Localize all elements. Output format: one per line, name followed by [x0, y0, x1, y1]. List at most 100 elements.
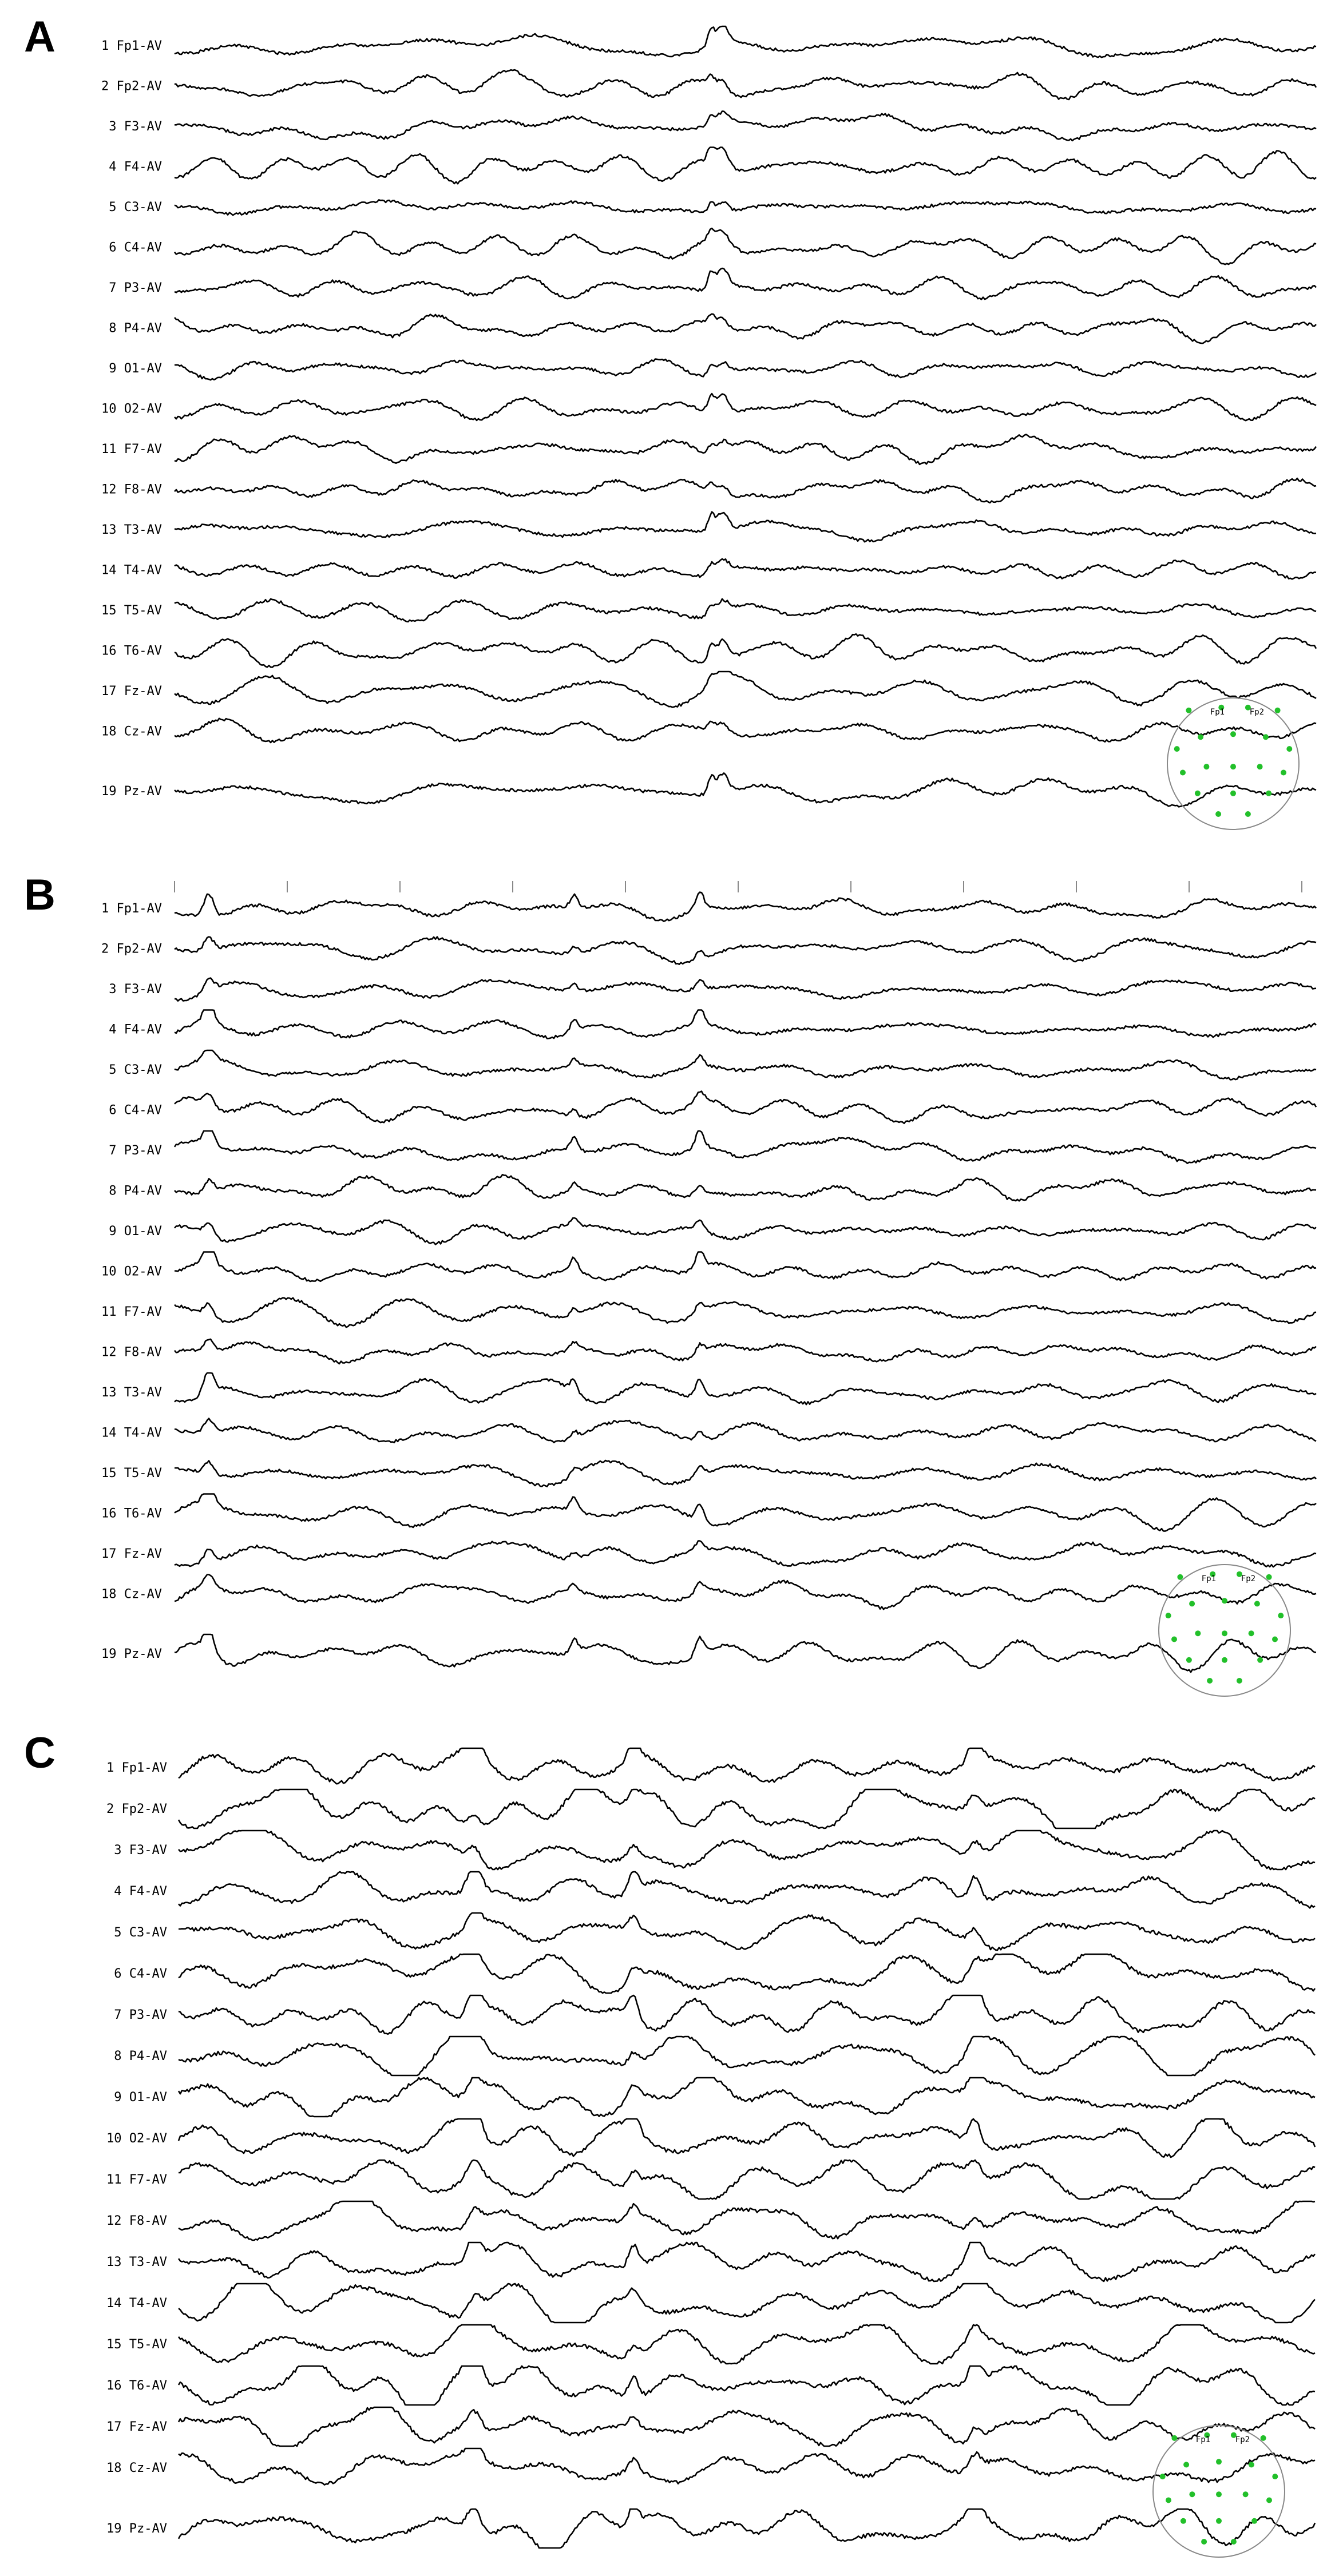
- channel-label: 5 C3-AV: [109, 1063, 162, 1077]
- eeg-trace: [174, 1009, 1317, 1039]
- channel-label: 3 F3-AV: [114, 1843, 167, 1857]
- eeg-trace: [174, 1493, 1317, 1532]
- electrode-dot: [1201, 2539, 1207, 2545]
- channel-label: 7 P3-AV: [109, 281, 162, 295]
- channel-label: 2 Fp2-AV: [101, 80, 162, 94]
- eeg-trace: [178, 1953, 1316, 1994]
- eeg-trace: [174, 1049, 1317, 1081]
- electrode-dot: [1266, 2497, 1272, 2503]
- channel-label: 15 T5-AV: [101, 1466, 162, 1480]
- channel-label: 13 T3-AV: [106, 2255, 167, 2269]
- channel-label: 13 T3-AV: [101, 1386, 162, 1400]
- channel-label: 16 T6-AV: [101, 1507, 162, 1521]
- electrode-dot: [1266, 790, 1272, 796]
- eeg-trace: [174, 1090, 1317, 1125]
- eeg-trace: [174, 313, 1317, 344]
- electrode-dot: [1171, 2435, 1178, 2441]
- electrode-dot: [1248, 2462, 1254, 2468]
- channel-label: 3 F3-AV: [109, 120, 162, 134]
- electrode-dot: [1274, 707, 1281, 713]
- channel-label: 19 Pz-AV: [106, 2522, 167, 2536]
- electrode-label: Fp1: [1202, 1574, 1216, 1583]
- eeg-trace: [177, 2406, 1316, 2447]
- eeg-trace: [174, 1174, 1317, 1202]
- electrode-dot: [1236, 1571, 1242, 1577]
- electrode-label: Fp2: [1250, 708, 1264, 717]
- electrode-dot: [1189, 1601, 1195, 1607]
- channel-label: 8 P4-AV: [109, 321, 162, 336]
- electrode-dot: [1281, 769, 1286, 776]
- eeg-trace: [178, 2447, 1316, 2486]
- channel-label: 12 F8-AV: [101, 1345, 162, 1360]
- eeg-trace: [174, 977, 1317, 1002]
- electrode-dot: [1215, 811, 1222, 817]
- electrode-dot: [1257, 1657, 1263, 1663]
- channel-label: 18 Cz-AV: [101, 725, 162, 739]
- electrode-dot: [1207, 1678, 1213, 1684]
- electrode-dot: [1186, 1657, 1192, 1663]
- eeg-trace: [174, 477, 1317, 504]
- channel-label: 15 T5-AV: [101, 604, 162, 618]
- eeg-trace: [178, 2200, 1316, 2241]
- eeg-trace: [175, 1459, 1317, 1487]
- head-outline: [1158, 1564, 1291, 1697]
- channel-label: 2 Fp2-AV: [101, 942, 162, 956]
- channel-label: 17 Fz-AV: [101, 684, 162, 698]
- eeg-trace: [177, 2324, 1316, 2365]
- eeg-trace: [174, 1297, 1317, 1328]
- channel-label: 4 F4-AV: [114, 1884, 167, 1899]
- eeg-trace: [179, 1912, 1316, 1951]
- channel-label: 13 T3-AV: [101, 523, 162, 537]
- electrode-label: Fp1: [1196, 2435, 1210, 2444]
- channel-label: 12 F8-AV: [101, 483, 162, 497]
- channel-label: 18 Cz-AV: [106, 2461, 167, 2475]
- channel-label: 11 F7-AV: [101, 1305, 162, 1319]
- electrode-dot: [1230, 731, 1236, 737]
- electrode-dot: [1230, 790, 1236, 796]
- eeg-trace: [174, 891, 1317, 922]
- electrode-dot: [1195, 1630, 1201, 1637]
- channel-label: 19 Pz-AV: [101, 784, 162, 799]
- eeg-trace: [175, 110, 1317, 142]
- electrode-dot: [1272, 2474, 1278, 2480]
- electrode-dot: [1177, 1574, 1183, 1580]
- eeg-trace: [174, 1217, 1317, 1245]
- channel-label: 16 T6-AV: [106, 2379, 167, 2393]
- eeg-trace: [177, 2508, 1316, 2549]
- channel-label: 1 Fp1-AV: [101, 902, 162, 916]
- electrode-dot: [1186, 707, 1192, 713]
- eeg-trace: [178, 1747, 1316, 1785]
- eeg-trace: [174, 1633, 1317, 1673]
- channel-label: 5 C3-AV: [109, 200, 162, 215]
- channel-label: 10 O2-AV: [101, 1265, 162, 1279]
- channel-label: 14 T4-AV: [106, 2296, 167, 2311]
- electrode-dot: [1189, 2491, 1195, 2498]
- eeg-trace: [174, 1372, 1317, 1406]
- electrode-dot: [1242, 2491, 1249, 2498]
- channel-label: 17 Fz-AV: [106, 2420, 167, 2434]
- channel-label: 3 F3-AV: [109, 982, 162, 997]
- scalp-electrode-map: Fp1 Fp2: [1158, 1564, 1291, 1697]
- electrode-dot: [1286, 746, 1293, 752]
- channel-label: 15 T5-AV: [106, 2337, 167, 2352]
- channel-label: 8 P4-AV: [109, 1184, 162, 1198]
- channel-label: 17 Fz-AV: [101, 1547, 162, 1561]
- channel-label: 11 F7-AV: [101, 442, 162, 457]
- eeg-trace: [174, 25, 1317, 58]
- channel-label: 6 C4-AV: [109, 1104, 162, 1118]
- eeg-trace: [173, 1130, 1317, 1164]
- electrode-dot: [1245, 704, 1251, 711]
- electrode-dot: [1203, 764, 1210, 770]
- channel-label: 4 F4-AV: [109, 160, 162, 174]
- eeg-trace: [174, 936, 1317, 965]
- electrode-dot: [1210, 1571, 1216, 1577]
- eeg-trace: [179, 2159, 1316, 2200]
- eeg-trace: [174, 1574, 1317, 1610]
- eeg-trace: [174, 633, 1317, 668]
- channel-label: 14 T4-AV: [101, 1426, 162, 1440]
- electrode-dot: [1222, 1598, 1227, 1604]
- electrode-dot: [1230, 2539, 1237, 2545]
- eeg-trace: [178, 1829, 1316, 1871]
- electrode-dot: [1254, 1601, 1260, 1607]
